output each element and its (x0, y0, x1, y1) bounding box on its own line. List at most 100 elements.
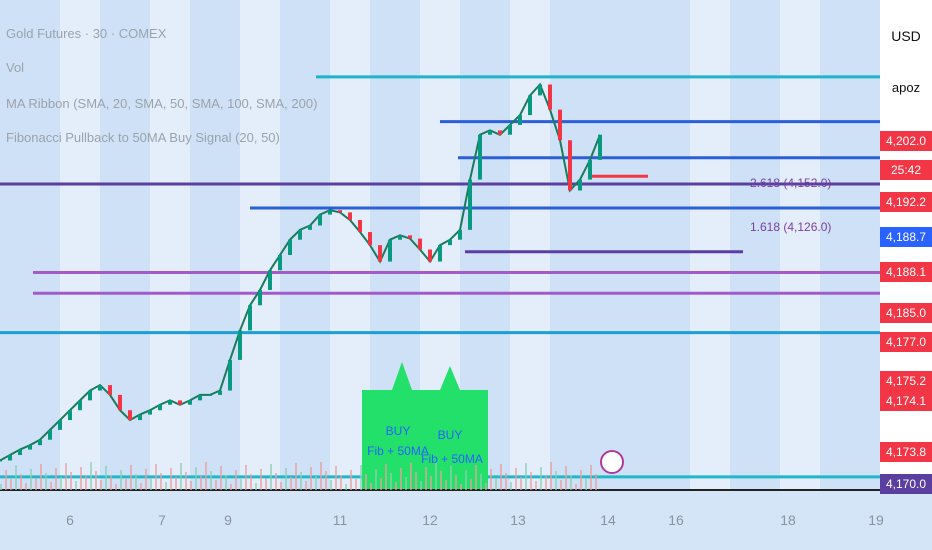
volume-bar (135, 474, 137, 490)
volume-bar (435, 462, 437, 490)
volume-bar (500, 464, 502, 490)
indicator-label: MA Ribbon (SMA, 20, SMA, 50, SMA, 100, S… (6, 96, 318, 111)
countdown: 25:42 (880, 160, 932, 180)
candle (0, 460, 2, 462)
volume-bar (165, 482, 167, 490)
date-label: 7 (158, 512, 166, 528)
candle (228, 359, 232, 391)
candle (98, 385, 102, 391)
candle (368, 232, 372, 246)
volume-bar (280, 482, 282, 490)
volume-bar (340, 475, 342, 490)
candle (538, 84, 542, 96)
date-label: 6 (66, 512, 74, 528)
price-tag: 4,185.0 (880, 303, 932, 323)
volume-bar (125, 479, 127, 490)
candle (38, 439, 42, 446)
volume-bar (535, 481, 537, 490)
volume-bar (250, 474, 252, 490)
signal-side: BUY (437, 428, 463, 442)
volume-bar (485, 483, 487, 490)
candle (28, 445, 32, 450)
candle (178, 400, 182, 405)
currency[interactable]: USD (891, 28, 921, 44)
volume-bar (140, 483, 142, 490)
candle (268, 270, 272, 290)
buy-arrow (440, 366, 460, 390)
candle (148, 410, 152, 415)
buy-arrow (392, 362, 412, 390)
date-label: 16 (668, 512, 684, 528)
volume-bar (325, 471, 327, 490)
price-tag: 4,174.1 (880, 391, 932, 411)
volume-bar (155, 464, 157, 490)
volume-bar (425, 467, 427, 490)
candle (528, 95, 532, 116)
chart-title: Gold Futures · 30 · COMEX (6, 26, 167, 41)
date-label: 12 (422, 512, 438, 528)
candle (358, 220, 362, 233)
volume-bar (295, 463, 297, 490)
volume-bar (525, 463, 527, 490)
candle (418, 238, 422, 250)
date-label: 9 (224, 512, 232, 528)
volume-bar (315, 476, 317, 490)
date-label: 13 (510, 512, 526, 528)
volume-bar (310, 467, 312, 490)
volume-bar (5, 470, 7, 490)
volume-bar (185, 472, 187, 490)
volume-bar (465, 470, 467, 490)
volume-bar (455, 475, 457, 490)
volume-bar (515, 468, 517, 490)
volume-bar (430, 476, 432, 490)
volume-bar (190, 481, 192, 490)
volume-bar (530, 472, 532, 490)
price-tag: 4,192.2 (880, 192, 932, 212)
signal-reason: Fib + 50MA (367, 444, 429, 458)
volume-bar (195, 467, 197, 490)
event-icon[interactable] (600, 450, 624, 474)
volume-bar (45, 473, 47, 490)
volume-bar (150, 478, 152, 490)
volume-bar (350, 470, 352, 490)
volume-bar (470, 479, 472, 490)
volume-bar (145, 469, 147, 490)
signal-side: BUY (385, 424, 411, 438)
volume-bar (365, 474, 367, 490)
volume-bar (410, 463, 412, 490)
volume-bar (355, 479, 357, 490)
price-tag: 4,170.0 (880, 474, 932, 494)
volume-bar (245, 465, 247, 490)
volume-bar (575, 484, 577, 490)
candle (378, 245, 382, 262)
volume-bar (580, 470, 582, 490)
candle (248, 305, 252, 331)
candle (198, 394, 202, 401)
candle (488, 130, 492, 135)
candle (158, 404, 162, 411)
volume-bar (380, 478, 382, 490)
candle (218, 390, 222, 395)
volume-bar (40, 464, 42, 490)
price-tag: 4,173.8 (880, 442, 932, 462)
volume-bar (510, 482, 512, 490)
fib-label: 2.618 (4,152.0) (750, 176, 832, 190)
volume-bar (265, 478, 267, 490)
levels (0, 75, 880, 479)
candle (168, 400, 172, 405)
candle (398, 235, 402, 240)
date-label: 14 (600, 512, 616, 528)
volume-bar (385, 464, 387, 490)
volume-bar (225, 475, 227, 490)
volume-bar (405, 477, 407, 490)
candle (588, 159, 592, 180)
volume-bar (230, 484, 232, 490)
candle (338, 210, 342, 213)
candle (568, 140, 572, 191)
candle (548, 84, 552, 110)
volume-bar (290, 477, 292, 490)
candle (128, 410, 132, 421)
volume-bar (50, 482, 52, 490)
volume-bar (55, 468, 57, 490)
